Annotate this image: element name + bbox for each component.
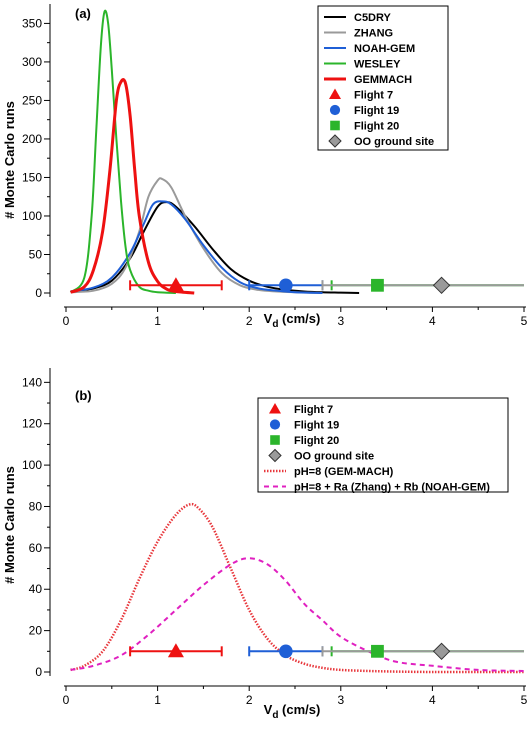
x-tick-label: 2 <box>246 314 253 328</box>
legend-marker-flight-7 <box>329 88 341 99</box>
series-group-b <box>70 502 525 674</box>
series-line-gemmach <box>70 78 195 295</box>
legend-label-wesley: WESLEY <box>354 59 401 71</box>
x-ticks-a: 0 1 2 3 4 5 <box>63 306 527 328</box>
legend-label-flight-20: Flight 20 <box>354 121 399 133</box>
legend-marker-flight-19 <box>329 104 341 116</box>
marker-flight-20 <box>371 644 384 658</box>
x-tick-label: 5 <box>521 693 527 707</box>
y-tick-label: 60 <box>29 541 43 555</box>
legend-label-oo-ground-site: OO ground site <box>354 136 434 148</box>
x-tick-label: 5 <box>521 314 527 328</box>
y-axis-label-b: # Monte Carlo runs <box>2 466 17 584</box>
x-tick-label: 1 <box>154 314 161 328</box>
y-tick-label: 200 <box>22 132 42 146</box>
x-tick-label: 0 <box>63 693 70 707</box>
x-axis-label-a: Vd (cm/s) <box>264 311 321 330</box>
series-line-ph-8-ra-zhang-rb-noah-gem <box>70 557 525 672</box>
y-tick-label: 40 <box>29 582 43 596</box>
legend-marker-flight-19 <box>269 419 281 430</box>
y-tick-label: 100 <box>22 458 42 472</box>
legend-label-flight-7: Flight 7 <box>354 90 393 102</box>
legend-label-noah-gem: NOAH-GEM <box>354 43 415 55</box>
y-tick-label: 300 <box>22 55 42 69</box>
legend-b: Flight 7 Flight 19 Flight 20 OO ground site… <box>257 397 509 494</box>
y-ticks-b: 0 20 40 60 80 100 120 140 <box>22 368 51 679</box>
series-line-c5dry <box>70 201 360 294</box>
series-line-wesley <box>69 9 176 294</box>
x-ticks-b: 0 1 2 3 4 5 <box>63 685 527 707</box>
y-tick-label: 0 <box>35 286 42 300</box>
panel-label-a: (a) <box>75 6 91 21</box>
x-tick-label: 3 <box>337 693 344 707</box>
panel-label-b: (b) <box>75 388 92 403</box>
x-tick-label: 1 <box>154 693 161 707</box>
legend-a: C5DRY ZHANG NOAH-GEM WESLEY GEMMACH Flight 7 F… <box>317 5 449 151</box>
marker-flight-7 <box>167 277 184 292</box>
series-line-ph-8-gem-mach <box>70 502 524 674</box>
legend-label-oo-ground-site: OO ground site <box>294 451 374 463</box>
legend-label-ph-8-gem-mach: pH=8 (GEM-MACH) <box>294 466 394 478</box>
y-tick-label: 80 <box>29 499 43 513</box>
legend-marker-flight-7 <box>269 403 281 414</box>
marker-flight-19 <box>279 644 293 659</box>
y-tick-label: 150 <box>22 170 42 184</box>
y-tick-label: 50 <box>29 247 43 261</box>
x-tick-label: 4 <box>429 314 436 328</box>
series-group-a <box>69 9 360 295</box>
y-ticks-a: 0 50 100 150 200 250 300 350 <box>22 4 51 300</box>
observations-group-a <box>129 276 524 295</box>
y-tick-label: 20 <box>29 624 43 638</box>
legend-label-flight-20: Flight 20 <box>294 435 339 447</box>
legend-label-gemmach: GEMMACH <box>354 74 412 86</box>
panel-a: # Monte Carlo runs 050100150200250300350… <box>2 4 527 330</box>
series-line-zhang <box>70 177 323 294</box>
x-tick-label: 2 <box>246 693 253 707</box>
legend-label-ph-8-ra-zhang-rb-noah-gem: pH=8 + Ra (Zhang) + Rb (NOAH-GEM) <box>294 482 490 494</box>
legend-label-flight-19: Flight 19 <box>294 420 339 432</box>
x-tick-label: 3 <box>337 314 344 328</box>
legend-marker-flight-20 <box>330 120 340 131</box>
y-axis-label-a: # Monte Carlo runs <box>2 101 17 219</box>
legend-marker-oo-ground-site <box>268 448 282 463</box>
observations-group-b <box>129 642 524 661</box>
marker-flight-19 <box>279 278 293 293</box>
y-tick-label: 140 <box>22 375 42 389</box>
x-tick-label: 0 <box>63 314 70 328</box>
legend-marker-oo-ground-site <box>328 134 342 148</box>
marker-flight-7 <box>167 643 184 658</box>
legend-box <box>257 397 509 493</box>
legend-label-flight-19: Flight 19 <box>354 105 399 117</box>
series-line-noah-gem <box>70 200 323 294</box>
marker-flight-20 <box>371 278 384 292</box>
y-tick-label: 100 <box>22 209 42 223</box>
legend-marker-flight-20 <box>270 435 280 445</box>
y-tick-label: 0 <box>35 665 42 679</box>
legend-label-c5dry: C5DRY <box>354 12 392 24</box>
y-tick-label: 350 <box>22 16 42 30</box>
marker-oo-ground-site <box>432 276 451 295</box>
marker-oo-ground-site <box>432 642 451 661</box>
panel-b: # Monte Carlo runs 0 20 40 60 80 100 120 140 0 1… <box>2 368 527 721</box>
y-tick-label: 250 <box>22 93 42 107</box>
y-tick-label: 120 <box>22 417 42 431</box>
x-tick-label: 4 <box>429 693 436 707</box>
legend-label-zhang: ZHANG <box>354 28 393 40</box>
legend-label-flight-7: Flight 7 <box>294 404 333 416</box>
x-axis-label-b: Vd (cm/s) <box>264 702 321 721</box>
